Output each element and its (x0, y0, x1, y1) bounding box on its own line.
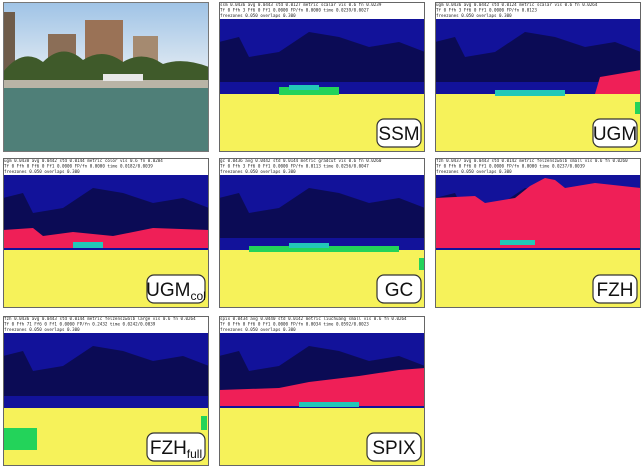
segment (419, 258, 424, 270)
header-text: Tf 0 Ffh 0 Ff6 0 Ff1 0.0000 FP/fn 0.0000… (436, 164, 585, 169)
header-text: Tf 0 Ffh 0 Ff6 0 Ff1 0.0000 FP/fn 0.0034… (220, 322, 369, 327)
panel-label: SSM (378, 124, 419, 145)
label-main: FZH (150, 438, 187, 459)
header-text: freezones 0.050 overlaps 0.300 (4, 169, 80, 174)
boat (103, 74, 143, 81)
segment (289, 85, 319, 90)
label-main: FZH (597, 280, 634, 301)
header-text: Tf 0 Ffh 71 Ff6 0 Ff1 0.0000 FP/fn 0.243… (4, 322, 156, 327)
segment (289, 243, 329, 248)
header-text: Tf 0 Ffh 3 Ff6 0 Ff1 0.0000 FP/fn 0.0113… (220, 164, 369, 169)
header-text: Tf 0 Ffh 3 Ff6 0 Ff1 0.0000 FP/fn 0.0000… (220, 8, 369, 13)
segment (299, 402, 359, 407)
panel-label: FZH (597, 280, 634, 301)
panel-label: UGM (593, 124, 637, 145)
panel: fzh 0.0436 avg 0.0443 std 0.0144 metric … (3, 316, 209, 466)
header-text: freezones 0.050 overlaps 0.300 (436, 169, 512, 174)
quay (3, 80, 209, 88)
segment (3, 428, 37, 450)
header-text: freezones 0.050 overlaps 0.300 (220, 169, 296, 174)
label-sub: full (187, 447, 202, 461)
label-main: UGM (593, 124, 637, 145)
label-main: SSM (378, 124, 419, 145)
header-text: freezones 0.050 overlaps 0.300 (4, 327, 80, 332)
panel-label: SPIX (372, 438, 416, 459)
segment (73, 242, 103, 248)
panel: fzh 0.0437 avg 0.0443 std 0.0142 metric … (435, 158, 641, 308)
panel: ssm 0.0436 avg 0.0443 std 0.0127 metric … (219, 2, 425, 152)
panel-label: GC (385, 280, 414, 301)
label-main: SPIX (372, 438, 416, 459)
panel: ugm 0.0436 avg 0.0442 std 0.0124 metric … (435, 2, 641, 152)
segment (495, 90, 565, 96)
label-main: UGM (146, 280, 190, 301)
label-sub: col (190, 289, 205, 303)
label-main: GC (385, 280, 414, 301)
figure: ssm 0.0436 avg 0.0443 std 0.0127 metric … (0, 0, 641, 470)
panel: spix 0.0434 avg 0.0440 std 0.0142 metric… (219, 316, 425, 466)
header-text: Tf 0 Ffh 3 Ff6 0 Ff1 0.0000 FP/fn 0.0123 (436, 8, 537, 13)
header-text: freezones 0.050 overlaps 0.300 (220, 13, 296, 18)
header-text: freezones 0.050 overlaps 0.300 (220, 327, 296, 332)
segment (500, 240, 535, 245)
water (3, 88, 209, 152)
panel: ugm 0.0438 avg 0.0442 std 0.0144 metric … (3, 158, 209, 308)
panel: gc 0.0436 avg 0.0442 std 0.0144 metric g… (219, 158, 425, 308)
page: ssm 0.0436 avg 0.0443 std 0.0127 metric … (0, 0, 641, 470)
header-text: freezones 0.050 overlaps 0.300 (436, 13, 512, 18)
header-text: Tf 0 Ffh 0 Ff6 0 Ff1 0.0000 FP/fn 0.0000… (4, 164, 153, 169)
panel (3, 2, 209, 152)
segment (201, 416, 207, 430)
